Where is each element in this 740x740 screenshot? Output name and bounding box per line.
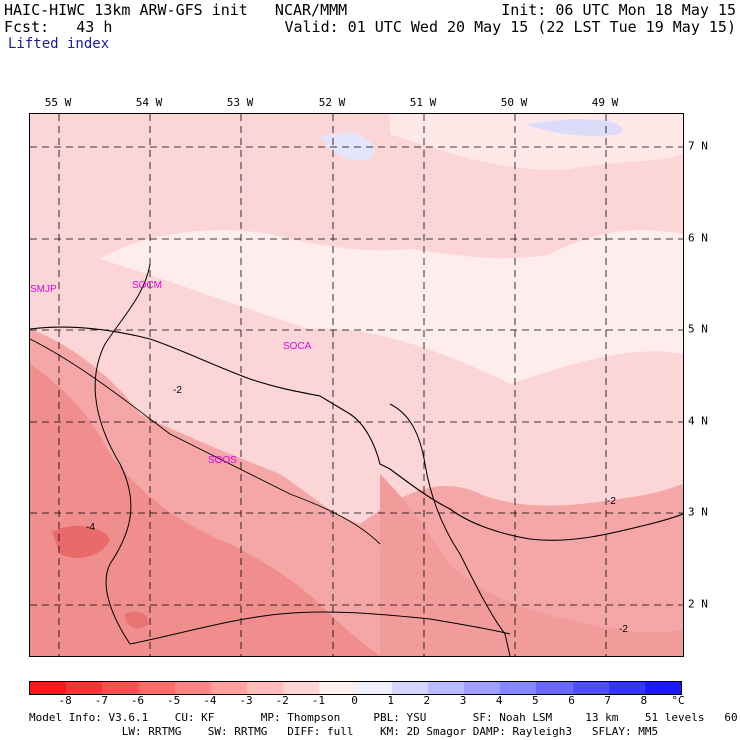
lon-label-54w: 54 W	[135, 96, 163, 109]
colorbar-tick-label: -8	[58, 694, 72, 707]
valid-time: Valid: 01 UTC Wed 20 May 15 (22 LST Tue …	[284, 18, 736, 36]
colorbar-tick-label: 8	[640, 694, 648, 707]
colorbar-tick-label: -5	[167, 694, 181, 707]
colorbar-tick-label: -7	[94, 694, 108, 707]
colorbar-swatch	[66, 682, 103, 694]
border-central	[389, 403, 511, 656]
colorbar-tick-label: 6	[568, 694, 575, 707]
lon-label-53w: 53 W	[226, 96, 254, 109]
lifted-index-map: SMJP SOCM SOCA SOOS -2 -4 -2 -2	[29, 113, 684, 657]
colorbar-swatch	[30, 682, 67, 694]
lat-label-5n: 5 N	[688, 322, 708, 336]
colorbar-swatch	[102, 682, 139, 694]
station-smjp: SMJP	[30, 284, 57, 295]
field-near-zero-north	[100, 230, 683, 384]
field-name: Lifted index	[8, 36, 110, 52]
lon-label-55w: 55 W	[44, 96, 72, 109]
forecast-hour: Fcst: 43 h	[4, 18, 113, 36]
colorbar-tick-label: 1	[387, 694, 394, 707]
colorbar-swatch	[572, 682, 609, 694]
colorbar-tick-label: -6	[130, 694, 145, 707]
field-minus-three-east	[380, 474, 683, 656]
colorbar-tick-label: 5	[532, 694, 539, 707]
colorbar-unit: °C	[671, 694, 685, 707]
colorbar-tick-label: -1	[311, 694, 325, 707]
colorbar-swatch	[283, 682, 320, 694]
model-info-line1: Model Info: V3.6.1 CU: KF MP: Thompson P…	[29, 711, 740, 724]
colorbar-tick-label: 0	[351, 694, 358, 707]
colorbar-tick-label: -2	[275, 694, 289, 707]
lat-label-2n: 2 N	[688, 597, 708, 611]
contour-label-3: -2	[607, 496, 616, 507]
colorbar-swatch	[210, 682, 248, 694]
init-time: Init: 06 UTC Mon 18 May 15	[501, 1, 736, 19]
colorbar-swatch	[355, 682, 392, 694]
field-minus-four-patch-2	[125, 611, 149, 629]
colorbar-tick-label: 4	[495, 694, 503, 707]
colorbar	[29, 681, 682, 695]
field-minus-four-patch	[52, 525, 110, 559]
colorbar-swatch	[427, 682, 465, 694]
colorbar-swatch	[138, 682, 175, 694]
colorbar-tick-label: -3	[239, 694, 253, 707]
border-west	[94, 263, 151, 645]
graticule	[30, 114, 683, 656]
colorbar-swatch	[247, 682, 284, 694]
station-socm: SOCM	[132, 280, 162, 291]
contour-minus-two-line	[30, 338, 381, 545]
colorbar-tick-label: -4	[203, 694, 217, 707]
contour-label-4: -2	[619, 624, 628, 635]
colorbar-tick-label: 2	[423, 694, 431, 707]
model-title: HAIC-HIWC 13km ARW-GFS init NCAR/MMM	[4, 1, 348, 19]
colorbar-swatch	[500, 682, 537, 694]
colorbar-swatch	[464, 682, 501, 694]
lon-label-51w: 51 W	[409, 96, 437, 109]
colorbar-tick-label: 7	[604, 694, 611, 707]
field-positive-spot-ne	[525, 119, 623, 136]
coastline	[30, 326, 683, 541]
lat-label-7n: 7 N	[688, 139, 708, 153]
model-info-line2: LW: RRTMG SW: RRTMG DIFF: full KM: 2D Sm…	[29, 725, 659, 738]
station-soos: SOOS	[208, 455, 237, 466]
colorbar-swatch	[608, 682, 645, 694]
lat-label-4n: 4 N	[688, 414, 708, 428]
colorbar-swatch	[536, 682, 573, 694]
lon-label-49w: 49 W	[591, 96, 619, 109]
colorbar-swatch	[174, 682, 211, 694]
border-south	[129, 611, 511, 645]
contour-label-2: -4	[86, 522, 95, 533]
field-minus-three-region	[30, 364, 380, 656]
contour-label-1: -2	[173, 385, 182, 396]
map-canvas: SMJP SOCM SOCA SOOS -2 -4 -2 -2	[30, 114, 683, 656]
lon-label-50w: 50 W	[500, 96, 528, 109]
station-soca: SOCA	[283, 341, 312, 352]
lat-label-3n: 3 N	[688, 505, 708, 519]
lat-label-6n: 6 N	[688, 231, 708, 245]
colorbar-tick-label: 3	[459, 694, 467, 707]
field-positive-spot	[320, 132, 374, 161]
colorbar-swatch	[644, 682, 682, 694]
lon-label-52w: 52 W	[318, 96, 346, 109]
colorbar-swatch	[319, 682, 356, 694]
colorbar-swatch	[391, 682, 428, 694]
